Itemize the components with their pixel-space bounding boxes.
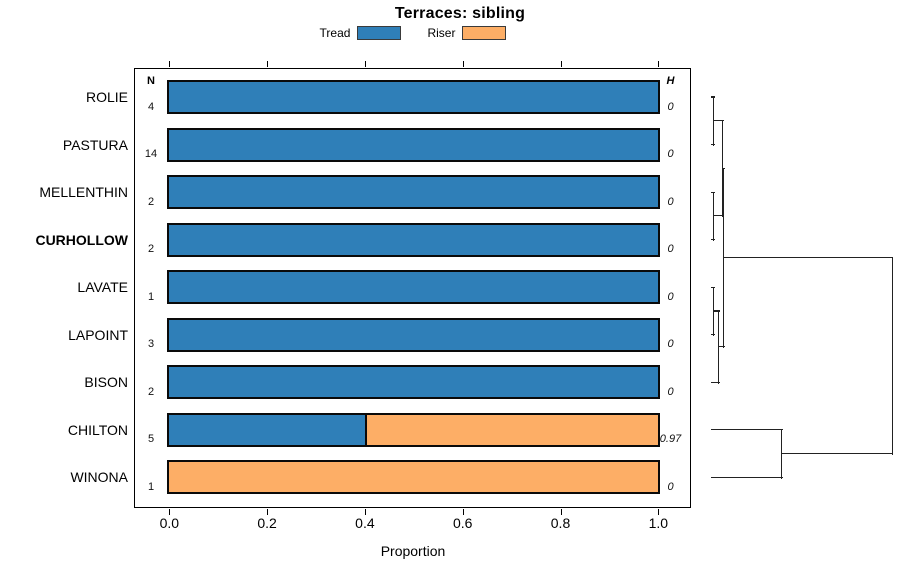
dendrogram-segment — [710, 429, 783, 431]
bar-segment-tread — [169, 177, 658, 208]
bar-rolie — [167, 80, 660, 114]
bar-mellenthin — [167, 175, 660, 210]
h-value-winona: 0 — [667, 480, 674, 493]
n-value-lavate: 1 — [147, 290, 155, 303]
x-tick-top — [560, 61, 562, 67]
dendrogram-segment — [891, 257, 893, 455]
row-label-mellenthin: MELLENTHIN — [39, 184, 128, 201]
h-column-header: H — [666, 75, 675, 87]
x-tick-top — [267, 61, 269, 67]
dendrogram-segment — [713, 215, 724, 217]
h-value-chilton: 0.97 — [659, 433, 682, 446]
legend: Tread Riser — [263, 24, 563, 41]
legend-label-riser: Riser — [427, 25, 456, 40]
h-value-lapoint: 0 — [667, 338, 674, 351]
bar-segment-tread — [169, 129, 658, 160]
dendrogram-segment — [723, 168, 725, 348]
x-tick-bottom — [462, 509, 464, 515]
x-tick-bottom — [169, 509, 171, 515]
n-value-winona: 1 — [147, 480, 155, 493]
n-column-header: N — [147, 75, 155, 87]
dendrogram-segment — [710, 286, 715, 288]
bar-segment-tread — [169, 319, 658, 350]
dendrogram-segment — [712, 192, 714, 241]
dendrogram-segment — [713, 120, 724, 122]
n-value-bison: 2 — [147, 385, 155, 398]
row-label-bison: BISON — [84, 374, 128, 391]
row-label-chilton: CHILTON — [67, 421, 128, 438]
bar-segment-tread — [169, 224, 658, 255]
n-value-chilton: 5 — [147, 433, 155, 446]
x-tick-label: 0.6 — [452, 515, 473, 531]
bar-winona — [167, 460, 660, 495]
dendrogram-segment — [710, 144, 715, 146]
legend-item-riser: Riser — [427, 25, 507, 40]
row-label-pastura: PASTURA — [62, 136, 128, 153]
n-value-rolie: 4 — [147, 100, 155, 113]
legend-swatch-tread — [357, 25, 402, 40]
x-tick-label: 0.4 — [355, 515, 375, 531]
dendrogram-segment — [710, 191, 715, 193]
legend-item-tread: Tread — [319, 25, 402, 40]
bar-pastura — [167, 127, 660, 162]
dendrogram-segment — [712, 97, 714, 146]
dendrogram-segment — [710, 334, 715, 336]
dendrogram-segment — [723, 256, 894, 259]
bar-segment-riser — [169, 462, 658, 493]
legend-label-tread: Tread — [319, 25, 351, 40]
n-value-pastura: 14 — [144, 148, 158, 161]
bar-bison — [167, 365, 660, 400]
x-tick-top — [364, 61, 366, 67]
x-tick-bottom — [658, 509, 660, 515]
dendrogram-segment — [718, 346, 725, 348]
row-label-rolie: ROLIE — [85, 89, 128, 105]
x-tick-top — [169, 61, 171, 67]
x-tick-bottom — [267, 509, 269, 515]
row-label-winona: WINONA — [70, 469, 128, 486]
bar-lapoint — [167, 317, 660, 352]
dendrogram-segment — [713, 310, 720, 312]
bar-segment-tread — [169, 367, 658, 398]
h-value-rolie: 0 — [667, 100, 674, 113]
row-label-curhollow: CURHOLLOW — [35, 231, 128, 248]
h-value-lavate: 0 — [667, 290, 674, 303]
dendrogram-segment — [710, 476, 783, 478]
legend-swatch-riser — [462, 25, 507, 40]
bar-segment-tread — [169, 272, 658, 303]
dendrogram-segment — [781, 453, 894, 455]
dendrogram-segment — [710, 381, 720, 383]
h-value-bison: 0 — [667, 385, 674, 398]
x-tick-bottom — [364, 509, 366, 515]
row-label-lapoint: LAPOINT — [68, 326, 128, 343]
n-value-curhollow: 2 — [147, 243, 155, 256]
row-label-lavate: LAVATE — [77, 279, 128, 296]
x-axis-title: Proportion — [380, 543, 446, 559]
dendrogram-segment — [717, 311, 720, 384]
dendrogram-segment — [710, 96, 715, 98]
bar-chilton — [167, 412, 660, 447]
bar-lavate — [167, 270, 660, 305]
x-tick-label: 0.2 — [257, 515, 277, 531]
dendrogram-segment — [712, 287, 714, 336]
x-tick-label: 0.8 — [550, 515, 571, 531]
h-value-mellenthin: 0 — [667, 195, 674, 208]
dendrogram-segment — [710, 239, 715, 241]
bar-segment-riser — [364, 414, 658, 445]
chart-title: Terraces: sibling — [394, 5, 526, 22]
h-value-curhollow: 0 — [667, 243, 674, 256]
n-value-lapoint: 3 — [147, 338, 155, 351]
bar-segment-tread — [169, 414, 365, 445]
x-tick-top — [462, 61, 464, 67]
h-value-pastura: 0 — [667, 148, 674, 161]
bar-curhollow — [167, 222, 660, 257]
x-tick-label: 1.0 — [648, 515, 669, 531]
x-tick-top — [658, 61, 660, 67]
x-tick-label: 0.0 — [159, 515, 180, 531]
bar-segment-tread — [169, 82, 658, 112]
x-tick-bottom — [560, 509, 562, 515]
plot-area — [134, 68, 691, 508]
n-value-mellenthin: 2 — [147, 195, 155, 208]
